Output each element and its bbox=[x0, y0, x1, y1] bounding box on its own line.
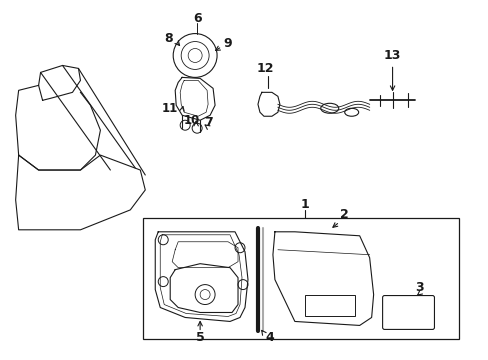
Text: 12: 12 bbox=[256, 62, 273, 75]
Text: 6: 6 bbox=[192, 12, 201, 25]
Text: 1: 1 bbox=[300, 198, 308, 211]
Bar bbox=[143, 218, 458, 339]
Bar bbox=[304, 294, 354, 316]
Text: 5: 5 bbox=[195, 331, 204, 344]
Text: 8: 8 bbox=[163, 32, 172, 45]
Text: 10: 10 bbox=[183, 114, 200, 127]
Text: 11: 11 bbox=[162, 102, 178, 115]
Text: 13: 13 bbox=[383, 49, 401, 62]
Text: 4: 4 bbox=[265, 331, 274, 344]
Text: 7: 7 bbox=[203, 116, 212, 129]
Text: 9: 9 bbox=[224, 37, 232, 50]
Text: 2: 2 bbox=[340, 208, 348, 221]
Text: 3: 3 bbox=[414, 281, 423, 294]
